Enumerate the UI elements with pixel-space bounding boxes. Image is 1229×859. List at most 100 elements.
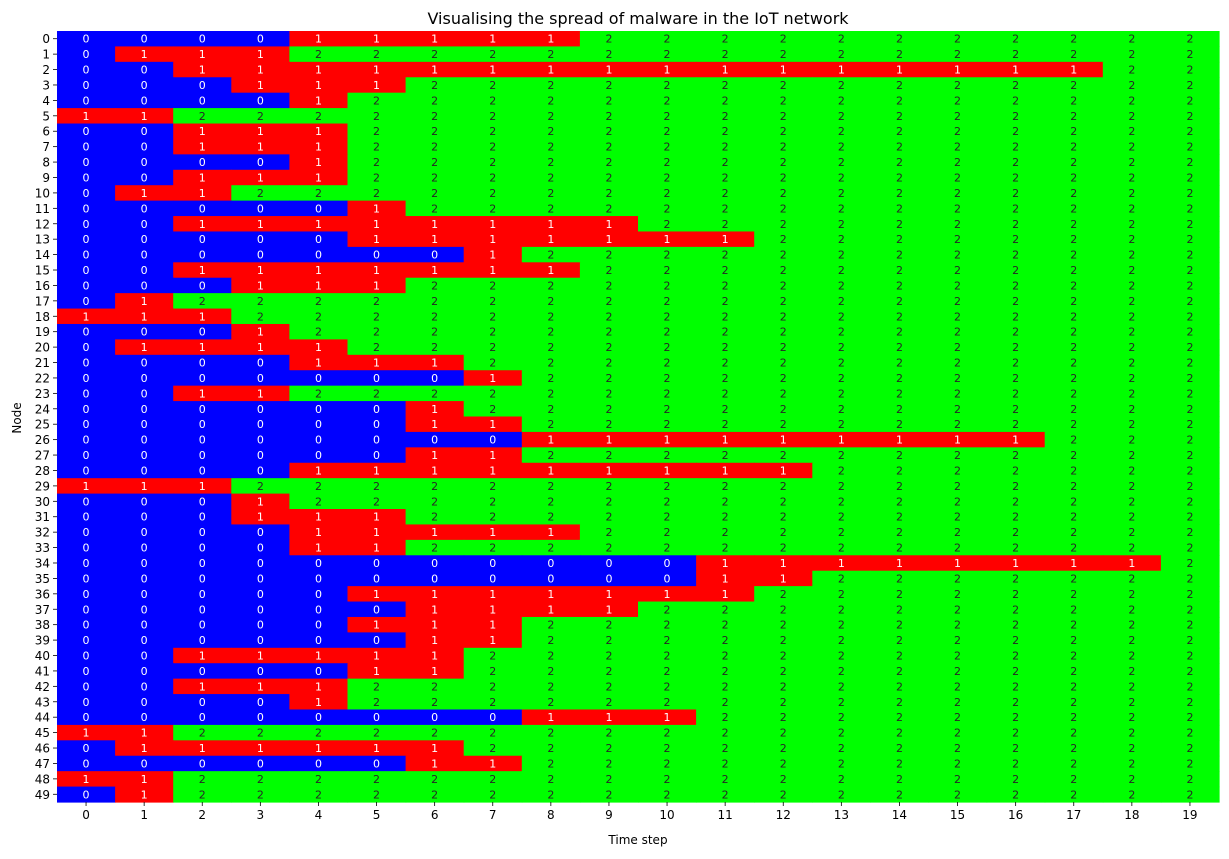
heatmap-cell	[1160, 771, 1220, 788]
heatmap-cell	[347, 31, 407, 48]
heatmap-cell	[231, 401, 290, 418]
heatmap-cell	[696, 108, 755, 125]
heatmap-cell	[173, 539, 232, 556]
cell-value-label: 0	[315, 557, 322, 570]
heatmap-cell	[405, 370, 465, 387]
heatmap-cell	[231, 478, 290, 495]
y-tick-label: 8	[42, 156, 50, 170]
cell-value-label: 0	[257, 464, 264, 477]
cell-value-label: 1	[605, 464, 612, 477]
heatmap-cell	[57, 601, 116, 618]
heatmap-cell	[638, 293, 697, 310]
heatmap-cell	[812, 231, 871, 248]
x-tick-label: 10	[659, 808, 674, 822]
cell-value-label: 1	[257, 650, 264, 663]
cell-value-label: 2	[1070, 572, 1077, 585]
cell-value-label: 2	[722, 156, 729, 169]
cell-value-label: 2	[722, 727, 729, 740]
cell-value-label: 2	[896, 279, 903, 292]
cell-value-label: 0	[199, 156, 206, 169]
heatmap-cell	[289, 586, 349, 603]
heatmap-cell	[57, 277, 116, 294]
cell-value-label: 0	[257, 757, 264, 770]
cell-value-label: 1	[954, 434, 961, 447]
cell-value-label: 2	[664, 773, 671, 786]
heatmap-cell	[870, 478, 930, 495]
cell-value-label: 0	[141, 711, 148, 724]
heatmap-cell	[870, 231, 930, 248]
heatmap-cell	[579, 293, 639, 310]
heatmap-cell	[1044, 154, 1104, 171]
heatmap-cell	[870, 31, 930, 48]
heatmap-cell	[115, 647, 174, 664]
cell-value-label: 1	[489, 603, 496, 616]
heatmap-cell	[812, 478, 871, 495]
heatmap-cell	[115, 231, 174, 248]
heatmap-cell	[1044, 493, 1104, 510]
cell-value-label: 1	[315, 650, 322, 663]
heatmap-cell	[1044, 647, 1104, 664]
cell-value-label: 0	[83, 665, 90, 678]
heatmap-cell	[696, 77, 755, 94]
heatmap-cell	[1102, 616, 1162, 633]
cell-value-label: 2	[1012, 171, 1019, 184]
heatmap-cell	[115, 385, 174, 402]
cell-value-label: 2	[1070, 542, 1077, 555]
heatmap-cell	[173, 401, 232, 418]
cell-value-label: 0	[83, 218, 90, 231]
heatmap-cell	[173, 570, 232, 587]
heatmap-cell	[173, 431, 232, 448]
heatmap-cell	[1044, 354, 1104, 371]
cell-value-label: 2	[664, 48, 671, 61]
heatmap-cell	[231, 31, 290, 48]
heatmap-cell	[463, 185, 523, 202]
heatmap-cell	[115, 586, 174, 603]
heatmap-cell	[1102, 416, 1162, 433]
cell-value-label: 2	[722, 403, 729, 416]
heatmap-cell	[463, 478, 523, 495]
cell-value-label: 1	[664, 588, 671, 601]
cell-value-label: 2	[605, 279, 612, 292]
heatmap-cell	[928, 46, 988, 63]
cell-value-label: 2	[1070, 48, 1077, 61]
cell-value-label: 0	[141, 357, 148, 370]
heatmap-cell	[115, 663, 174, 680]
cell-value-label: 0	[83, 634, 90, 647]
cell-value-label: 0	[83, 341, 90, 354]
cell-value-label: 2	[1186, 480, 1193, 493]
x-tick-label: 2	[198, 808, 206, 822]
cell-value-label: 1	[373, 233, 380, 246]
y-tick-label: 43	[35, 695, 50, 709]
heatmap-cell	[521, 231, 581, 248]
heatmap-cell	[986, 570, 1046, 587]
heatmap-cell	[115, 354, 174, 371]
heatmap-cell	[754, 231, 813, 248]
cell-value-label: 2	[547, 495, 554, 508]
heatmap-cell	[115, 709, 174, 726]
heatmap-cell	[463, 323, 523, 340]
y-tick-label: 3	[42, 78, 50, 92]
cell-value-label: 2	[780, 742, 787, 755]
cell-value-label: 1	[605, 588, 612, 601]
heatmap-cell	[463, 539, 523, 556]
heatmap-cell	[231, 339, 290, 356]
cell-value-label: 2	[722, 387, 729, 400]
heatmap-cell	[347, 570, 407, 587]
heatmap-cell	[812, 755, 871, 772]
heatmap-cell	[870, 323, 930, 340]
heatmap-cell	[579, 216, 639, 233]
cell-value-label: 1	[315, 526, 322, 539]
heatmap-cell	[986, 416, 1046, 433]
cell-value-label: 0	[315, 202, 322, 215]
heatmap-cell	[347, 246, 407, 263]
heatmap-cell	[173, 185, 232, 202]
cell-value-label: 2	[954, 33, 961, 46]
cell-value-label: 2	[664, 403, 671, 416]
cell-value-label: 2	[1186, 696, 1193, 709]
heatmap-cell	[115, 108, 174, 125]
cell-value-label: 0	[199, 757, 206, 770]
heatmap-cell	[1044, 216, 1104, 233]
cell-value-label: 0	[83, 757, 90, 770]
heatmap-cell	[115, 154, 174, 171]
cell-value-label: 0	[373, 418, 380, 431]
